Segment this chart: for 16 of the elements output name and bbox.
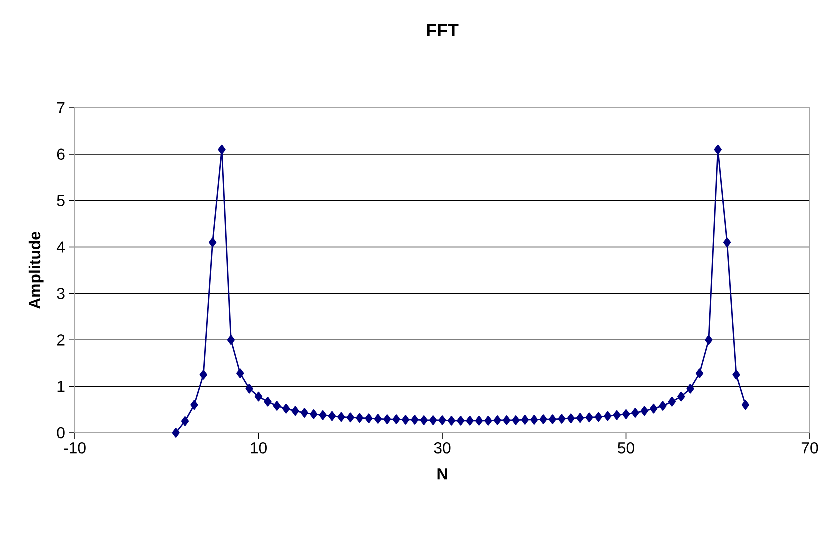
chart-title: FFT <box>427 24 459 36</box>
x-tick-label: 10 <box>251 442 267 454</box>
y-tick-label: 1 <box>58 381 65 392</box>
x-axis-title: N <box>438 468 448 480</box>
y-axis-title: Amplitude <box>28 232 44 310</box>
y-tick-label: 5 <box>57 195 65 206</box>
x-tick-label: 30 <box>434 442 451 454</box>
x-tick-label: 50 <box>618 442 634 454</box>
y-tick-label: 6 <box>57 148 65 160</box>
y-tick-label: 2 <box>57 334 65 346</box>
y-tick-label: 4 <box>56 242 66 253</box>
x-tick-label: 70 <box>802 442 818 454</box>
y-tick-label: 7 <box>57 102 65 114</box>
x-tick-label: -10 <box>64 442 86 454</box>
y-tick-label: 3 <box>57 288 65 300</box>
y-tick-label: 0 <box>57 427 65 439</box>
